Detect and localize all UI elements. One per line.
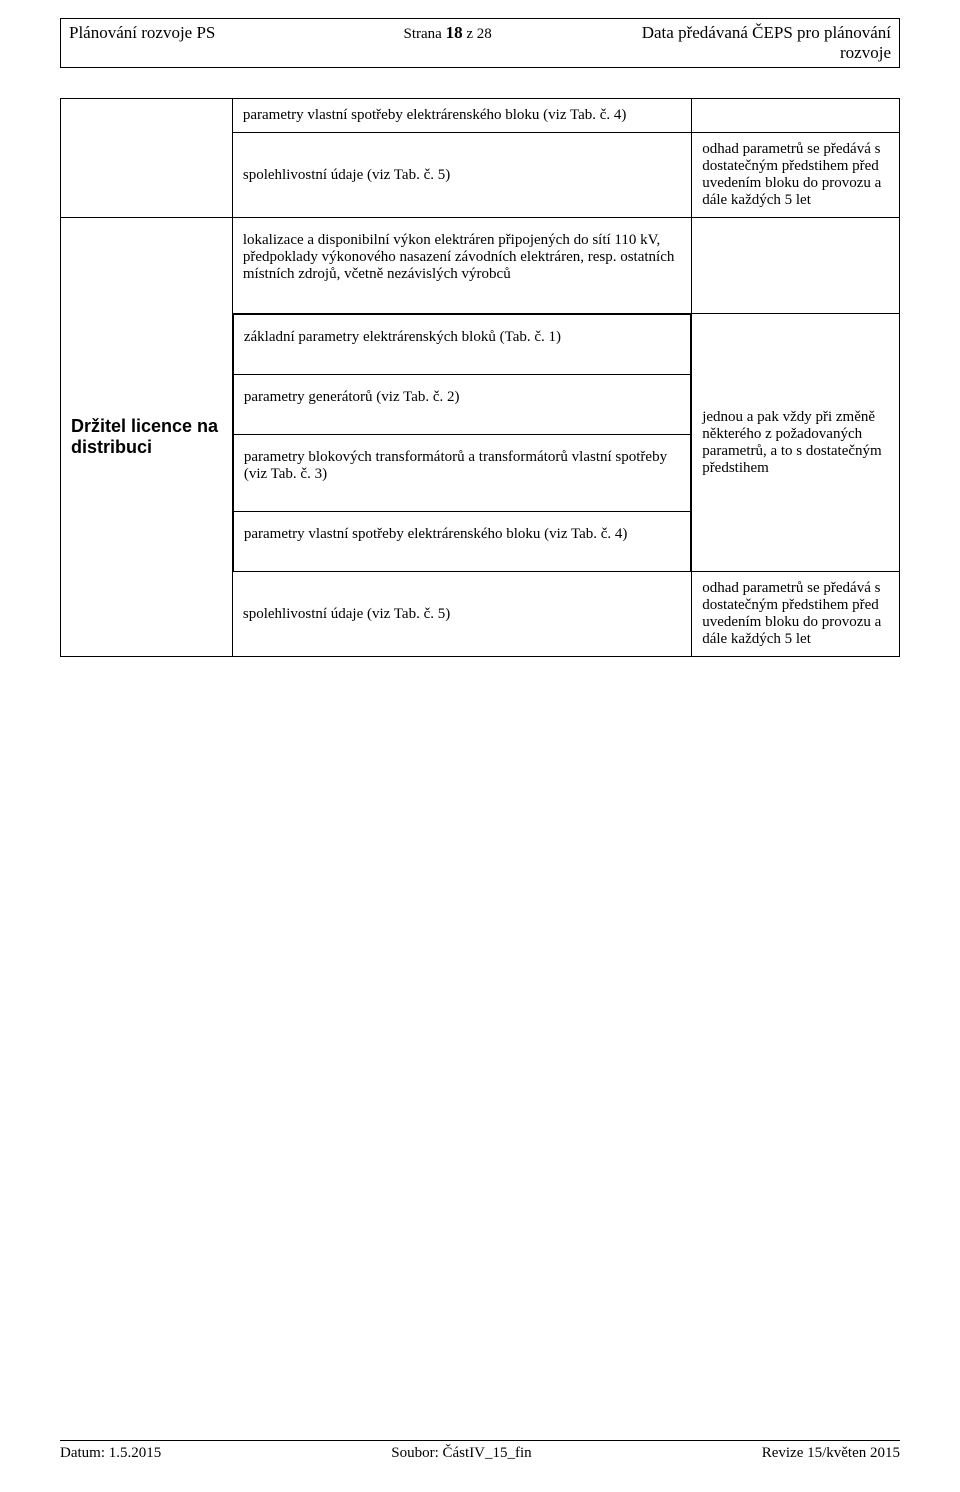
- cell-zakladni-parametry: základní parametry elektrárenských bloků…: [233, 315, 690, 375]
- header-mid-prefix: Strana: [404, 26, 446, 42]
- cell-jednou-a-pak: jednou a pak vždy při změně některého z …: [692, 314, 900, 572]
- cell-lokalizace: lokalizace a disponibilní výkon elektrár…: [233, 218, 691, 313]
- header-mid-suffix: z 28: [463, 26, 492, 42]
- cell-parametry-blokovych: parametry blokových transformátorů a tra…: [233, 435, 690, 512]
- page-footer: Datum: 1.5.2015 Soubor: ČástIV_15_fin Re…: [60, 1440, 900, 1462]
- inner-group-table: základní parametry elektrárenských bloků…: [233, 314, 691, 571]
- footer-date: Datum: 1.5.2015: [60, 1445, 161, 1462]
- cell-col3-empty-2: [692, 218, 900, 314]
- cell-parametry-generatoru: parametry generátorů (viz Tab. č. 2): [233, 375, 690, 435]
- page-header: Plánování rozvoje PS Strana 18 z 28 Data…: [60, 18, 900, 68]
- data-table: parametry vlastní spotřeby elektrárenské…: [60, 98, 900, 657]
- footer-file: Soubor: ČástIV_15_fin: [391, 1445, 531, 1462]
- header-left: Plánování rozvoje PS: [61, 19, 336, 67]
- cell-odhad-parametru-2: odhad parametrů se předává s dostatečným…: [692, 572, 900, 657]
- content: parametry vlastní spotřeby elektrárenské…: [60, 98, 900, 657]
- cell-spolehlivostni-udaje-2: spolehlivostní údaje (viz Tab. č. 5): [233, 578, 691, 651]
- header-page-number: 18: [446, 23, 463, 42]
- rowlabel-drzitel-licence: Držitel licence na distribuci: [61, 218, 233, 657]
- cell-odhad-parametru-1: odhad parametrů se předává s dostatečným…: [692, 133, 900, 218]
- rowlabel-top: [61, 99, 233, 218]
- cell-param-vlastni-spotreby: parametry vlastní spotřeby elektrárenské…: [233, 99, 691, 132]
- footer-revision: Revize 15/květen 2015: [762, 1445, 900, 1462]
- header-middle: Strana 18 z 28: [336, 19, 559, 67]
- cell-spolehlivostni-udaje-1: spolehlivostní údaje (viz Tab. č. 5): [233, 139, 691, 212]
- header-right: Data předávaná ČEPS pro plánování rozvoj…: [559, 19, 899, 67]
- header-right-line1: Data předávaná ČEPS pro plánování: [567, 23, 891, 43]
- cell-parametry-vlastni: parametry vlastní spotřeby elektrárenské…: [233, 512, 690, 572]
- cell-col3-empty-1: [692, 99, 900, 133]
- header-right-line2: rozvoje: [567, 43, 891, 63]
